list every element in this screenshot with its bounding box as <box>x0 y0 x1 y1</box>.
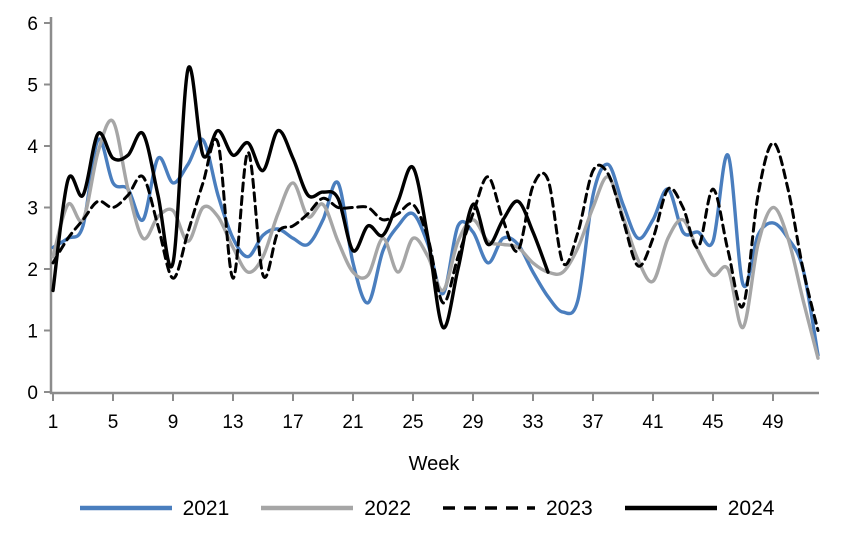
x-tick-label: 49 <box>762 412 783 433</box>
legend-item-2021: 2021 <box>78 496 230 520</box>
legend-line-sample-2021 <box>79 505 172 511</box>
legend-label-2022: 2022 <box>364 496 411 520</box>
series-line-2024 <box>51 65 550 330</box>
legend-label-2021: 2021 <box>182 496 230 520</box>
legend-line-sample-2022 <box>261 505 354 511</box>
x-tick-label: 37 <box>582 412 603 433</box>
legend-item-2022: 2022 <box>259 498 411 519</box>
y-tick-label: 5 <box>27 76 38 97</box>
x-tick-label: 9 <box>168 412 179 433</box>
y-tick-label: 1 <box>27 322 38 343</box>
series-lines <box>51 65 820 360</box>
y-tick-label: 4 <box>27 137 38 158</box>
x-tick-label: 41 <box>642 412 663 433</box>
x-tick-label: 33 <box>522 412 543 433</box>
x-tick-label: 5 <box>108 412 119 433</box>
legend-item-2024: 2024 <box>623 496 775 520</box>
x-tick-label: 21 <box>342 412 363 433</box>
x-tick-label: 25 <box>402 412 423 433</box>
x-tick-label: 13 <box>222 412 243 433</box>
legend-item-2023: 2023 <box>441 498 593 519</box>
x-tick-label: 17 <box>282 412 303 433</box>
legend-label-2023: 2023 <box>546 496 593 520</box>
legend-label-2024: 2024 <box>727 496 775 520</box>
x-tick-label: 1 <box>48 412 59 433</box>
y-tick-label: 6 <box>27 14 38 35</box>
legend-line-sample-2023 <box>443 506 535 510</box>
series-line-2021 <box>51 137 820 357</box>
x-tick-label: 29 <box>462 412 483 433</box>
x-tick-label: 45 <box>702 412 723 433</box>
legend: 2021 2022 2023 2024 <box>0 490 852 526</box>
y-tick-label: 3 <box>27 199 38 220</box>
x-axis-title: Week <box>409 453 461 475</box>
axes <box>44 17 819 401</box>
y-tick-label: 0 <box>27 383 38 404</box>
legend-line-sample-2024 <box>624 505 717 511</box>
y-tick-label: 2 <box>27 260 38 281</box>
